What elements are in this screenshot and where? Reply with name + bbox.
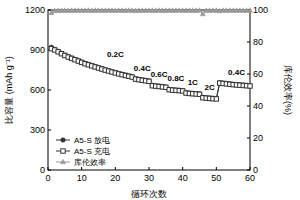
data-point bbox=[214, 96, 219, 101]
annotation: 0.8C bbox=[167, 74, 184, 83]
y2-tick bbox=[247, 170, 250, 171]
y2-tick bbox=[247, 74, 250, 75]
legend-marker bbox=[61, 149, 65, 153]
data-point bbox=[214, 97, 218, 101]
legend-label: A5-S 放电 bbox=[74, 136, 110, 145]
x-tick-label: 30 bbox=[144, 173, 154, 183]
y2-tick-label: 80 bbox=[253, 37, 263, 47]
data-point bbox=[247, 8, 252, 13]
plot-frame bbox=[48, 10, 250, 170]
y2-tick bbox=[247, 106, 250, 107]
annotation: 1C bbox=[188, 78, 198, 87]
lines bbox=[51, 10, 250, 98]
annotation: 0.4C bbox=[228, 68, 245, 77]
y2-tick bbox=[247, 42, 250, 43]
y-tick-label: 300 bbox=[30, 125, 45, 135]
x-tick-label: 10 bbox=[77, 173, 87, 183]
legend-label: 库伦效率 bbox=[74, 158, 106, 167]
x-tick-label: 40 bbox=[178, 173, 188, 183]
markers bbox=[49, 8, 253, 101]
y-tick-label: 0 bbox=[40, 165, 45, 175]
y2-tick-label: 20 bbox=[253, 133, 263, 143]
y2-tick bbox=[247, 138, 250, 139]
data-point bbox=[147, 79, 151, 83]
x-axis-label: 循环次数 bbox=[131, 189, 167, 199]
y-tick-label: 600 bbox=[30, 85, 45, 95]
legend-marker bbox=[60, 159, 65, 164]
y-axis-label: 比容量 (mAh g⁻¹) bbox=[4, 56, 14, 124]
series-line bbox=[51, 49, 250, 99]
series-line bbox=[51, 47, 250, 98]
legend: A5-S 放电 A5-S 充电库伦效率 bbox=[56, 136, 110, 167]
annotation: 0.4C bbox=[134, 64, 151, 73]
x-tick-label: 50 bbox=[211, 173, 221, 183]
y-tick-label: 900 bbox=[30, 45, 45, 55]
y2-tick-label: 40 bbox=[253, 101, 263, 111]
y2-tick-label: 100 bbox=[253, 5, 268, 15]
annotation: 0.6C bbox=[151, 70, 168, 79]
x-tick bbox=[182, 167, 183, 170]
data-point bbox=[248, 83, 253, 88]
data-point bbox=[248, 84, 252, 88]
annotation: 0.2C bbox=[107, 50, 124, 59]
y-tick bbox=[48, 170, 51, 171]
chart: 010203040506003006009001200020406080100循… bbox=[0, 0, 300, 200]
x-tick-label: 20 bbox=[110, 173, 120, 183]
y2-axis-label: 库伦效率(%) bbox=[283, 65, 293, 115]
y2-tick-label: 60 bbox=[253, 69, 263, 79]
y2-tick-label: 0 bbox=[253, 165, 258, 175]
y-tick bbox=[48, 130, 51, 131]
annotation: 2C bbox=[204, 83, 214, 92]
y-tick bbox=[48, 10, 51, 11]
y-tick bbox=[48, 90, 51, 91]
legend-marker bbox=[61, 138, 66, 143]
y-tick-label: 1200 bbox=[25, 5, 45, 15]
x-tick bbox=[81, 167, 82, 170]
data-point bbox=[197, 8, 202, 13]
x-tick bbox=[216, 167, 217, 170]
x-tick-label: 0 bbox=[45, 173, 50, 183]
x-tick bbox=[149, 167, 150, 170]
legend-label: A5-S 充电 bbox=[74, 147, 110, 156]
x-tick bbox=[115, 167, 116, 170]
